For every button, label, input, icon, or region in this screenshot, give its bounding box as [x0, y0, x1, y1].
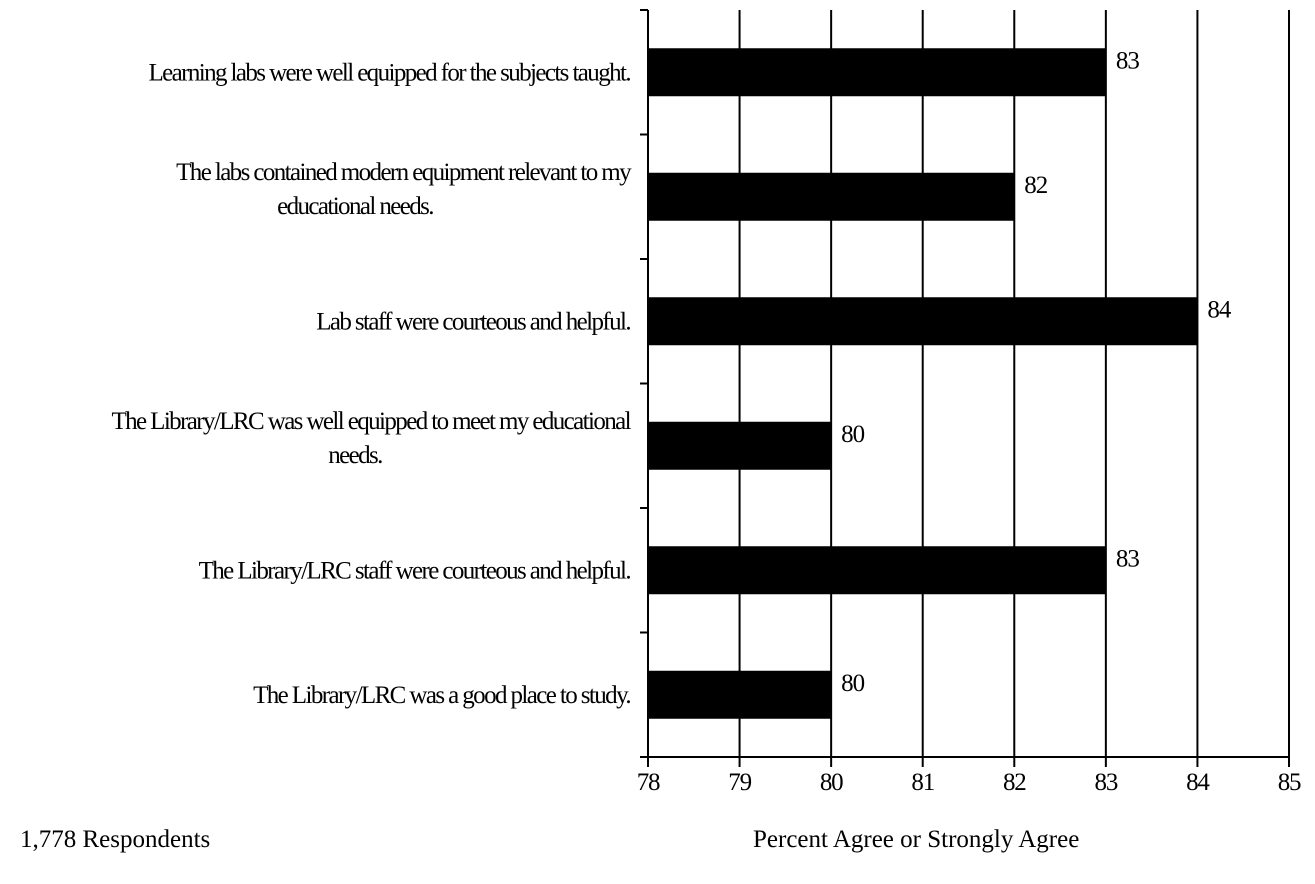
bar-3 [648, 297, 1197, 345]
gridlines [740, 10, 1289, 757]
x-tick-label-82: 82 [1003, 769, 1026, 796]
x-tick-label-83: 83 [1095, 769, 1118, 796]
bar-6 [648, 671, 831, 719]
respondents-count: 1,778 Respondents [20, 826, 210, 854]
value-label-5: 83 [1116, 545, 1140, 572]
x-tick-label-79: 79 [728, 769, 751, 796]
category-label-3: Lab staff were courteous and helpful. [316, 308, 630, 335]
bar-5 [648, 546, 1106, 594]
x-tick-label-85: 85 [1278, 769, 1301, 796]
category-label-6: The Library/LRC was a good place to stud… [253, 682, 630, 709]
category-label-2-line-1: The labs contained modern equipment rele… [176, 159, 632, 186]
value-label-4: 80 [841, 421, 865, 448]
category-label-1: Learning labs were well equipped for the… [148, 59, 630, 86]
category-label-5: The Library/LRC staff were courteous and… [199, 557, 631, 584]
category-label-4-line-2: needs. [328, 442, 382, 469]
x-tick-label-78: 78 [637, 769, 660, 796]
x-tick-label-84: 84 [1186, 769, 1210, 796]
bar-1 [648, 48, 1106, 96]
x-axis-title: Percent Agree or Strongly Agree [753, 826, 1079, 854]
category-label-2-line-2: educational needs. [277, 193, 433, 220]
value-label-6: 80 [841, 670, 865, 697]
bar-4 [648, 422, 831, 470]
bar-2 [648, 173, 1014, 221]
axes [640, 10, 1289, 767]
value-label-1: 83 [1116, 47, 1140, 74]
category-label-4-line-1: The Library/LRC was well equipped to mee… [111, 408, 631, 435]
value-label-2: 82 [1024, 172, 1048, 199]
x-tick-label-80: 80 [820, 769, 843, 796]
value-label-3: 84 [1207, 296, 1232, 323]
x-tick-label-81: 81 [911, 769, 934, 796]
